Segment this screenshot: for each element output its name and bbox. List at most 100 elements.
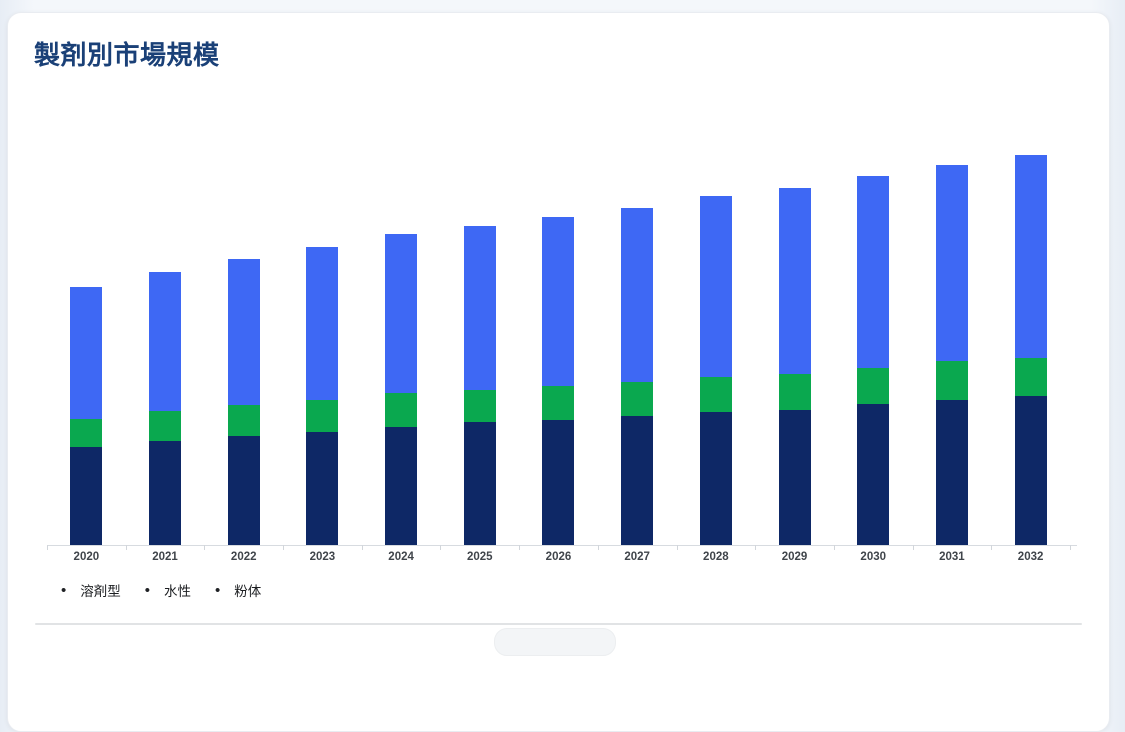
bar-stack-2029[interactable]	[778, 188, 811, 545]
bar-column-2025	[440, 143, 519, 545]
chart-card: 製剤別市場規模 2020 2021 2022 2023 2024 2025 2026 2027…	[7, 12, 1110, 732]
bar-segment-溶剤型[interactable]	[306, 432, 339, 545]
x-axis-label: 2031	[939, 551, 965, 563]
bar-column-2026	[519, 143, 598, 545]
bar-column-2020	[47, 143, 126, 545]
card-divider	[35, 623, 1082, 625]
bar-segment-水性[interactable]	[149, 411, 182, 441]
bar-segment-粉体[interactable]	[227, 259, 260, 405]
plot-area	[47, 143, 1070, 545]
bar-column-2029	[755, 143, 834, 545]
bar-segment-溶剤型[interactable]	[70, 447, 103, 545]
x-axis-label: 2020	[73, 551, 100, 563]
bar-segment-水性[interactable]	[385, 393, 418, 427]
x-axis-labels: 2020 2021 2022 2023 2024 2025 2026 2027 2028 2029…	[47, 551, 1070, 563]
bar-segment-溶剤型[interactable]	[542, 420, 575, 545]
bar-segment-溶剤型[interactable]	[385, 427, 418, 545]
x-axis-label: 2025	[466, 551, 493, 563]
bar-segment-粉体[interactable]	[1014, 155, 1047, 358]
bar-segment-水性[interactable]	[699, 377, 732, 412]
x-axis-tick	[1070, 545, 1071, 550]
bar-segment-水性[interactable]	[935, 361, 968, 400]
bar-segment-溶剤型[interactable]	[699, 412, 732, 545]
bar-stack-2032[interactable]	[1014, 155, 1047, 545]
bar-segment-粉体[interactable]	[935, 165, 968, 361]
x-axis-label: 2028	[703, 551, 729, 563]
legend-item-粉体[interactable]: • 粉体	[215, 580, 261, 600]
bar-stack-2031[interactable]	[935, 165, 968, 545]
bar-stack-2024[interactable]	[385, 234, 418, 545]
x-axis-tick	[912, 545, 914, 550]
x-axis-line	[47, 545, 1077, 546]
x-axis-tick	[47, 545, 48, 550]
bar-segment-水性[interactable]	[857, 368, 890, 404]
bar-segment-溶剤型[interactable]	[463, 422, 496, 545]
x-axis-tick	[204, 545, 206, 550]
chart-legend: • 溶剤型 • 水性 • 粉体	[61, 580, 261, 600]
bar-segment-水性[interactable]	[70, 419, 103, 447]
bar-segment-溶剤型[interactable]	[149, 441, 182, 545]
bar-segment-粉体[interactable]	[463, 226, 496, 390]
bar-segment-粉体[interactable]	[857, 176, 890, 368]
legend-bullet-icon: •	[144, 581, 151, 599]
bar-stack-2027[interactable]	[621, 208, 654, 545]
x-axis-tick	[991, 545, 993, 550]
bar-segment-溶剤型[interactable]	[778, 410, 811, 545]
bar-segment-粉体[interactable]	[778, 188, 811, 374]
x-axis-tick	[283, 545, 285, 550]
bar-column-2027	[598, 143, 677, 545]
bar-segment-水性[interactable]	[1014, 358, 1047, 396]
bar-stack-2028[interactable]	[699, 196, 732, 545]
bar-segment-溶剤型[interactable]	[621, 416, 654, 545]
x-axis-label: 2029	[781, 551, 808, 563]
bar-segment-粉体[interactable]	[70, 287, 103, 419]
bar-segment-水性[interactable]	[621, 382, 654, 416]
x-axis-tick	[519, 545, 521, 550]
bar-segment-水性[interactable]	[227, 405, 260, 436]
x-axis-label: 2023	[309, 551, 336, 563]
legend-label: 粉体	[234, 584, 262, 599]
legend-label: 溶剤型	[80, 584, 121, 599]
bar-segment-粉体[interactable]	[306, 247, 339, 400]
x-axis-label: 2024	[388, 551, 414, 563]
bar-stack-2020[interactable]	[70, 287, 103, 545]
bar-column-2024	[362, 143, 441, 545]
legend-bullet-icon: •	[215, 581, 221, 599]
bar-column-2022	[204, 143, 283, 545]
scroll-peek-element[interactable]	[494, 628, 616, 656]
bar-segment-水性[interactable]	[306, 400, 339, 432]
bar-segment-水性[interactable]	[463, 390, 496, 422]
x-axis-tick	[125, 545, 127, 550]
bar-column-2031	[913, 143, 992, 545]
bar-stack-2026[interactable]	[542, 217, 575, 545]
bar-segment-水性[interactable]	[778, 374, 811, 410]
bar-segment-溶剤型[interactable]	[935, 400, 968, 545]
bar-segment-溶剤型[interactable]	[1014, 396, 1047, 545]
x-axis-tick	[597, 545, 599, 550]
legend-bullet-icon: •	[61, 581, 67, 599]
bar-stack-2023[interactable]	[306, 247, 339, 545]
bar-segment-粉体[interactable]	[699, 196, 732, 377]
bar-stack-2025[interactable]	[463, 226, 496, 545]
bar-column-2028	[677, 143, 756, 545]
bar-stack-2021[interactable]	[149, 272, 182, 545]
legend-item-溶剤型[interactable]: • 溶剤型	[61, 580, 121, 600]
x-axis-label: 2021	[152, 551, 178, 563]
bar-segment-溶剤型[interactable]	[857, 404, 890, 545]
x-axis-tick	[361, 545, 363, 550]
bar-segment-粉体[interactable]	[149, 272, 182, 411]
legend-item-水性[interactable]: • 水性	[145, 580, 191, 600]
x-axis-tick	[755, 545, 757, 550]
bar-segment-粉体[interactable]	[542, 217, 575, 386]
x-axis-tick	[676, 545, 678, 550]
x-axis-label: 2032	[1017, 551, 1044, 563]
x-axis-label: 2030	[860, 551, 887, 563]
chart-title: 製剤別市場規模	[34, 40, 220, 70]
bar-stack-2030[interactable]	[857, 176, 890, 545]
bar-segment-水性[interactable]	[542, 386, 575, 420]
x-axis-label: 2022	[230, 551, 257, 563]
bar-segment-粉体[interactable]	[385, 234, 418, 393]
bar-stack-2022[interactable]	[227, 259, 260, 545]
bar-segment-粉体[interactable]	[621, 208, 654, 382]
bar-segment-溶剤型[interactable]	[227, 436, 260, 545]
